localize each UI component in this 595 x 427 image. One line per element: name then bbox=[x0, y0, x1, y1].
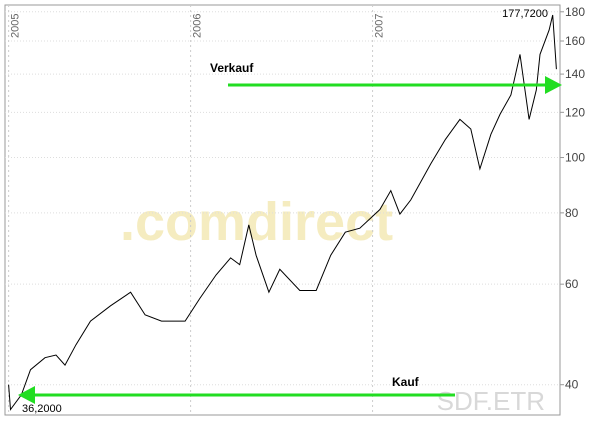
high-label: 177,7200 bbox=[502, 8, 548, 20]
buy-arrowhead bbox=[18, 386, 35, 404]
y-tick-label: 160 bbox=[565, 34, 585, 48]
y-tick-label: 180 bbox=[565, 5, 585, 19]
x-tick-label: 2007 bbox=[374, 14, 386, 38]
y-tick-label: 120 bbox=[565, 105, 585, 119]
sell-arrowhead bbox=[545, 76, 562, 94]
watermark: .comdirect bbox=[120, 192, 393, 252]
symbol: SDF.ETR bbox=[437, 386, 545, 416]
low-label: 36,2000 bbox=[22, 403, 62, 415]
price-line bbox=[8, 14, 557, 411]
y-tick-label: 100 bbox=[565, 151, 585, 165]
x-tick-label: 2006 bbox=[192, 14, 204, 38]
y-tick-label: 40 bbox=[565, 378, 579, 392]
y-tick-label: 60 bbox=[565, 277, 579, 291]
sell-label: Verkauf bbox=[210, 61, 254, 75]
x-tick-label: 2005 bbox=[10, 14, 22, 38]
y-tick-label: 80 bbox=[565, 206, 579, 220]
buy-label: Kauf bbox=[392, 375, 420, 389]
plot-frame bbox=[4, 4, 561, 416]
y-tick-label: 140 bbox=[565, 67, 585, 81]
